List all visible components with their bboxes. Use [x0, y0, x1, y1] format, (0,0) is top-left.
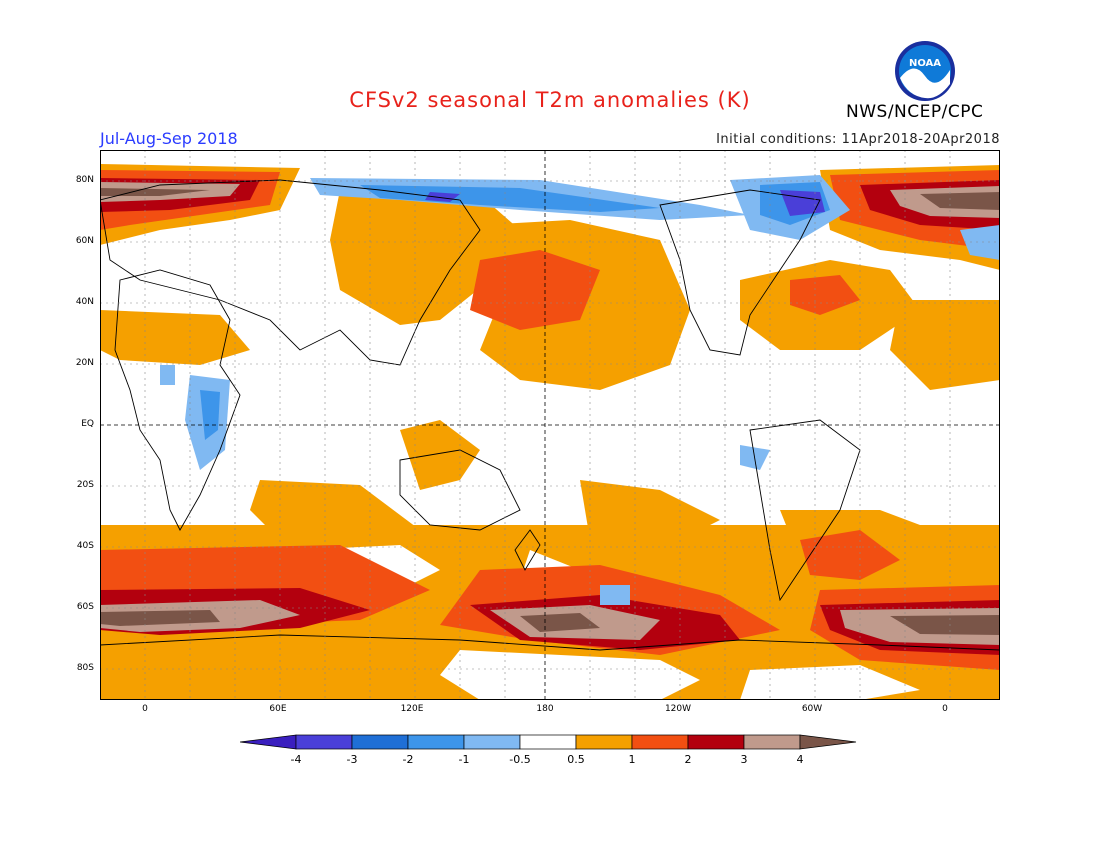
colorbar-segment [743, 734, 801, 750]
anomaly-map [100, 150, 1000, 700]
colorbar-segment [240, 734, 297, 750]
lat-label-eq: EQ [81, 419, 94, 429]
lon-label-120E: 120E [400, 704, 424, 714]
lon-label-60E: 60E [269, 704, 287, 714]
initial-conditions: Initial conditions: 11Apr2018-20Apr2018 [716, 132, 1000, 147]
colorbar-label: 0.5 [567, 753, 585, 766]
colorbar-segment [687, 734, 745, 750]
colorbar-segment [295, 734, 353, 750]
equator-dateline [100, 150, 1000, 700]
colorbar-segment [351, 734, 409, 750]
lat-label-60S: 60S [76, 602, 94, 612]
colorbar-label: -2 [402, 753, 414, 766]
colorbar-label: -0.5 [509, 753, 531, 766]
lon-label-180: 180 [536, 704, 554, 714]
lon-label-120W: 120W [664, 704, 692, 714]
colorbar [240, 734, 857, 750]
lat-label-40N: 40N [75, 297, 94, 307]
lat-label-20S: 20S [76, 480, 94, 490]
colorbar-segment [799, 734, 857, 750]
lat-label-40S: 40S [76, 541, 94, 551]
lat-label-20N: 20N [75, 358, 94, 368]
chart-title: CFSv2 seasonal T2m anomalies (K) [349, 88, 751, 112]
map-frame [100, 150, 1000, 700]
lat-label-80S: 80S [76, 663, 94, 673]
noaa-logo: NOAA [894, 40, 956, 102]
anomaly-cool-2-3 [425, 190, 825, 216]
forecast-period: Jul-Aug-Sep 2018 [100, 129, 238, 148]
colorbar-label: 3 [740, 753, 748, 766]
lon-label-60W: 60W [801, 704, 823, 714]
colorbar-label: -3 [346, 753, 358, 766]
agency-label: NWS/NCEP/CPC [846, 102, 984, 122]
colorbar-label: -4 [290, 753, 302, 766]
noaa-logo-text: NOAA [909, 58, 941, 69]
colorbar-label: -1 [458, 753, 470, 766]
lat-label-60N: 60N [75, 236, 94, 246]
lon-label-0-right: 0 [942, 704, 948, 714]
lon-label-0: 0 [142, 704, 148, 714]
colorbar-label: 2 [684, 753, 692, 766]
anomaly-warm-gt4 [100, 188, 1000, 635]
colorbar-label: 1 [628, 753, 636, 766]
coastlines [100, 179, 1000, 651]
colorbar-segment [575, 734, 633, 750]
colorbar-segment [631, 734, 689, 750]
colorbar-segment [463, 734, 521, 750]
lat-label-80N: 80N [75, 175, 94, 185]
colorbar-label: 4 [796, 753, 804, 766]
colorbar-segment [519, 734, 577, 750]
graticule [100, 150, 1000, 700]
colorbar-segment [407, 734, 465, 750]
